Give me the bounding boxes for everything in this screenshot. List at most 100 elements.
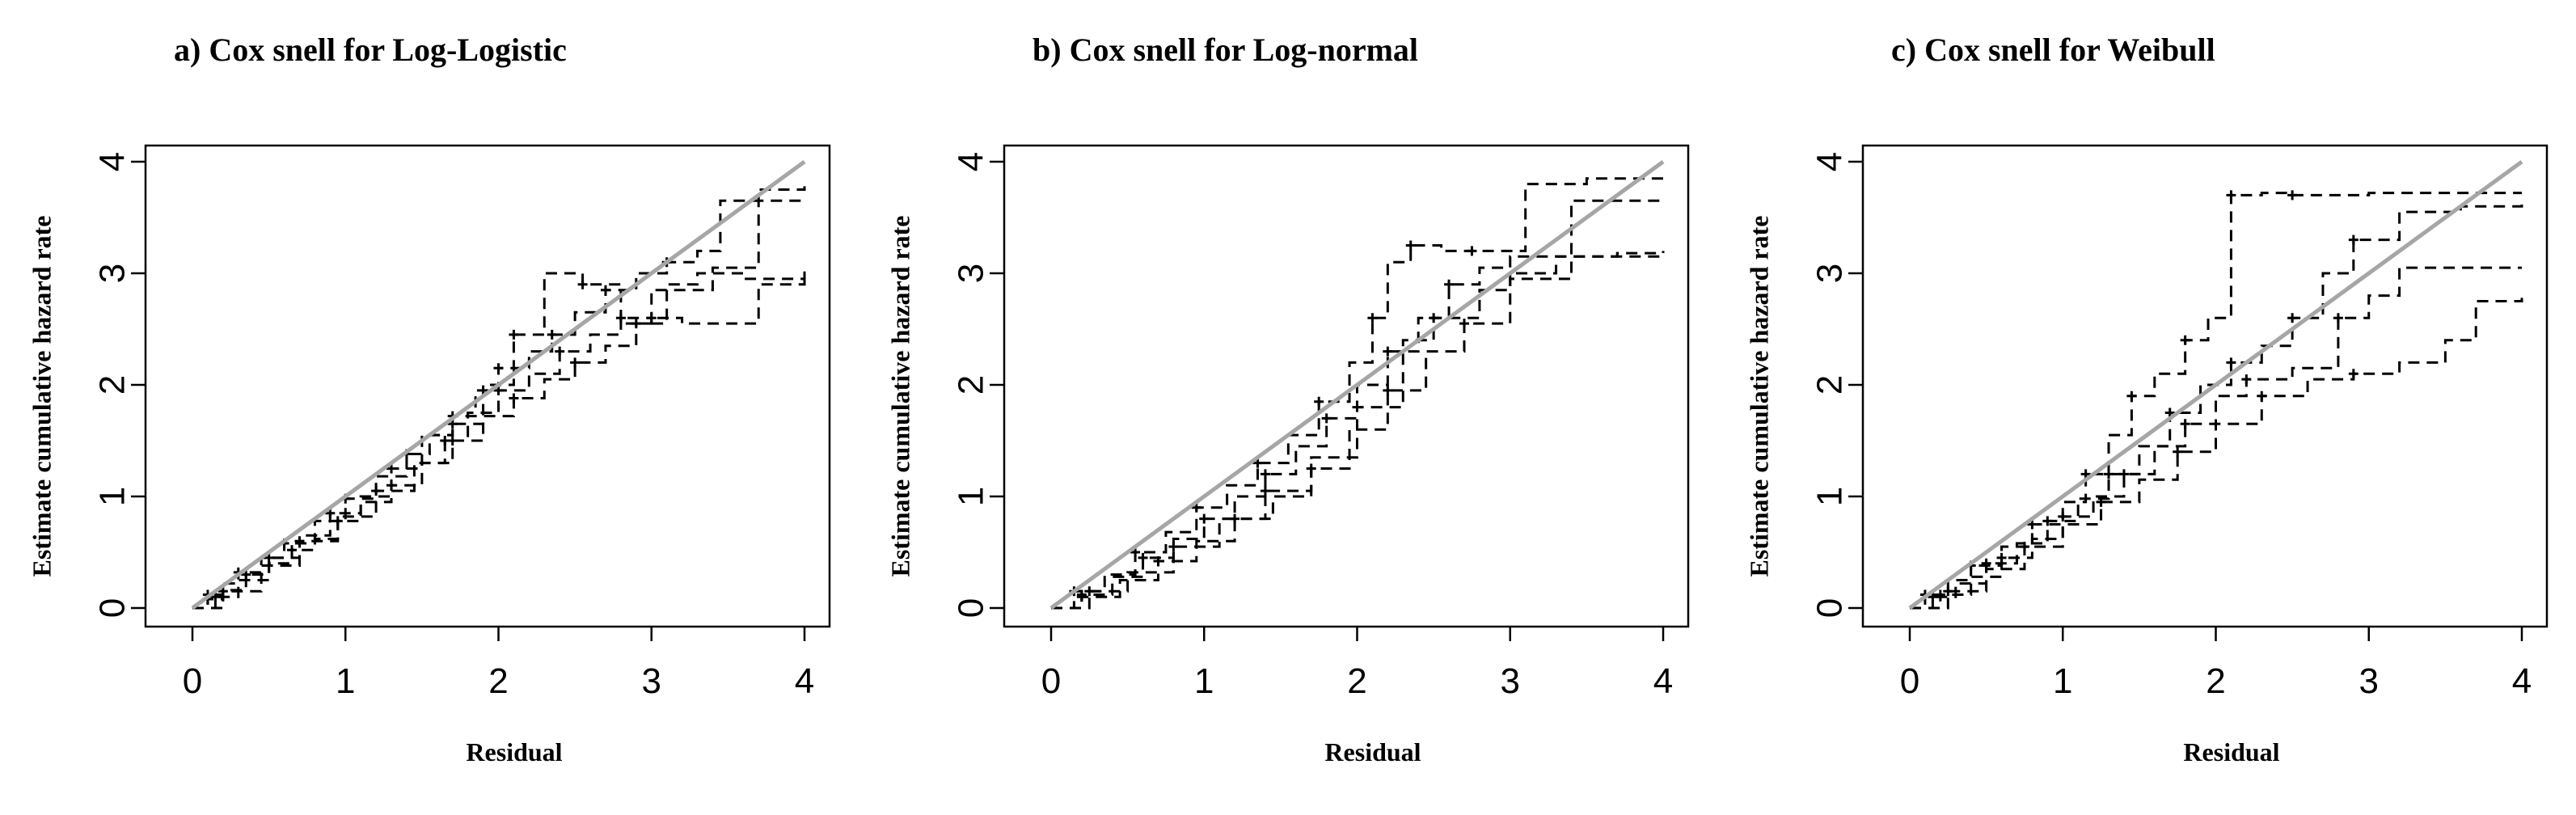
censor-mark (1405, 240, 1416, 251)
y-tick-label: 0 (952, 598, 991, 618)
y-tick-label: 2 (952, 375, 991, 395)
censor-mark (2241, 374, 2252, 385)
censor-mark (2096, 496, 2106, 507)
censor-mark (2287, 190, 2298, 201)
y-tick-label: 1 (952, 487, 991, 506)
censor-mark (2019, 542, 2029, 552)
censor-mark (2348, 234, 2359, 245)
x-tick-label: 3 (642, 661, 661, 701)
censor-mark (1383, 346, 1393, 357)
x-tick-label: 2 (1347, 661, 1366, 701)
x-tick-label: 0 (1041, 661, 1061, 701)
censor-mark (1383, 385, 1393, 395)
x-axis-label: Residual (466, 737, 563, 766)
censor-mark (1981, 558, 1991, 568)
x-tick-label: 3 (2359, 661, 2379, 701)
censor-mark (1314, 396, 1324, 407)
plot-area: 0 1 2 3 4 0 1 2 3 4 (952, 144, 1690, 701)
series-line-1 (1910, 192, 2522, 610)
censor-mark (2180, 335, 2190, 345)
x-tick-label: 1 (1194, 661, 1214, 701)
censor-mark (1444, 279, 1455, 289)
censor-mark (1168, 542, 1179, 552)
censor-mark (577, 279, 588, 289)
reference-line (1908, 159, 2523, 610)
x-tick-label: 2 (2206, 661, 2225, 701)
y-tick-label: 0 (93, 598, 133, 618)
censor-mark (1429, 313, 1439, 323)
chart-title: a) Cox snell for Log-Logistic (174, 32, 567, 68)
x-tick-label: 0 (183, 661, 202, 701)
plot-frame (1003, 144, 1690, 628)
plot-area: 0 1 2 3 4 0 1 2 3 4 (1810, 144, 2549, 701)
y-tick-label: 3 (93, 264, 133, 283)
censor-mark (287, 545, 298, 555)
censor-mark (2257, 391, 2267, 401)
series-line-3 (192, 272, 806, 610)
censor-mark (2173, 446, 2183, 457)
censor-mark (2042, 516, 2053, 526)
series-line-3 (1051, 251, 1663, 610)
censor-mark (2287, 313, 2298, 323)
series-line-1 (1051, 177, 1663, 610)
censor-mark (555, 346, 565, 357)
censor-mark (493, 363, 504, 374)
censor-mark (600, 285, 610, 295)
censor-mark (1996, 552, 2007, 563)
series-line-4 (192, 271, 806, 610)
x-tick-label: 4 (2512, 661, 2532, 701)
censor-mark (1935, 589, 1945, 600)
y-tick-label: 4 (93, 152, 133, 171)
censor-mark (2348, 369, 2359, 379)
censor-mark (2226, 357, 2236, 368)
censor-mark (2104, 469, 2114, 479)
censor-mark (2118, 469, 2129, 479)
censor-mark (1367, 313, 1378, 323)
chart-title: c) Cox snell for Weibull (1891, 32, 2215, 68)
censor-mark (646, 313, 657, 323)
x-axis-label: Residual (1324, 737, 1421, 766)
x-tick-label: 4 (795, 661, 814, 701)
censor-mark (1467, 246, 1477, 256)
censor-mark (1321, 413, 1332, 424)
series-line-1 (192, 186, 806, 610)
censor-mark (1138, 552, 1148, 563)
censor-mark (1352, 402, 1362, 412)
censor-mark (371, 486, 382, 496)
reference-line (191, 159, 806, 610)
y-tick-label: 1 (1810, 487, 1850, 506)
chart-panel-b: b) Cox snell for Log-normal Estimate cum… (859, 0, 1717, 815)
y-tick-label: 1 (93, 487, 133, 506)
y-tick-label: 4 (1810, 152, 1850, 171)
x-axis-label: Residual (2183, 737, 2280, 766)
y-tick-label: 2 (1810, 375, 1850, 395)
censor-mark (631, 319, 641, 329)
censor-mark (547, 329, 557, 340)
censor-mark (1084, 586, 1095, 597)
plot-frame (1861, 144, 2549, 628)
x-tick-label: 4 (1653, 661, 1673, 701)
censor-mark (1153, 556, 1163, 567)
chart-title: b) Cox snell for Log-normal (1033, 32, 1419, 68)
plot-frame (144, 144, 831, 628)
y-tick-label: 3 (952, 264, 991, 283)
x-tick-label: 2 (488, 661, 508, 701)
censor-mark (1260, 469, 1270, 479)
y-tick-label: 0 (1810, 598, 1850, 618)
censor-mark (294, 536, 305, 547)
censor-mark (570, 357, 581, 368)
chart-panel-a: a) Cox snell for Log-Logistic Estimate c… (0, 0, 859, 815)
censor-mark (447, 436, 458, 446)
censor-mark (1199, 513, 1210, 524)
censor-mark (2226, 190, 2236, 201)
censor-mark (1260, 486, 1270, 496)
censor-mark (2126, 391, 2137, 401)
series-line-4 (1051, 251, 1665, 610)
y-tick-label: 3 (1810, 264, 1850, 283)
censor-mark (1943, 586, 1953, 597)
series-line-4 (1910, 298, 2523, 610)
y-tick-label: 2 (93, 375, 133, 395)
censor-mark (1459, 319, 1469, 329)
censor-mark (2058, 511, 2068, 522)
series-line-2 (1051, 199, 1663, 610)
